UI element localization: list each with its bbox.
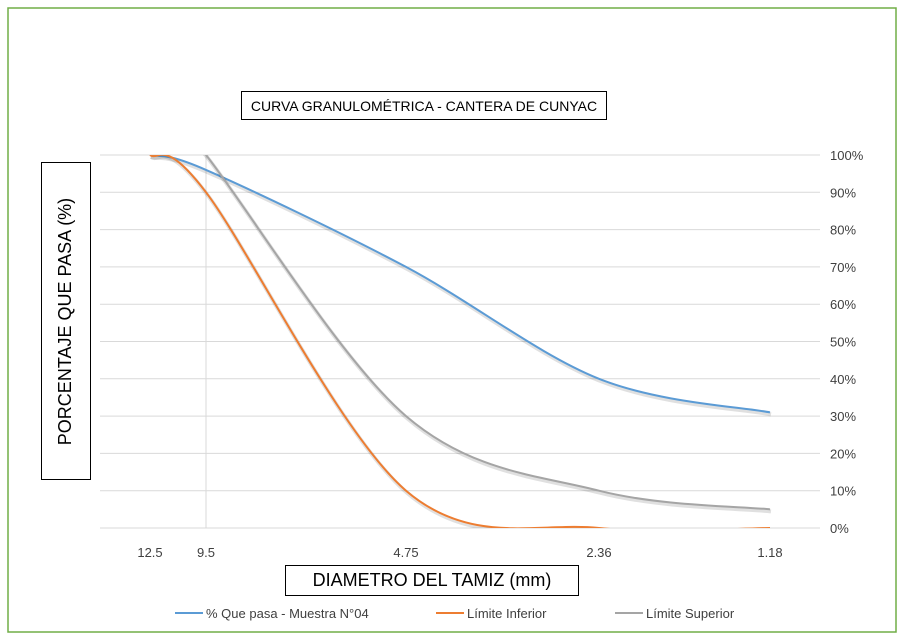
y-tick-label: 60% [830,297,856,312]
x-axis-ticks: 12.5 9.5 4.75 2.36 1.18 [137,545,782,560]
y-tick-label: 50% [830,335,856,350]
y-tick-label: 30% [830,409,856,424]
legend: % Que pasa - Muestra N°04 Límite Inferior… [175,606,735,621]
series-muestra-line [149,155,771,414]
y-tick-label: 20% [830,446,856,461]
chart-title: CURVA GRANULOMÉTRICA - CANTERA DE CUNYAC [241,91,607,120]
y-tick-label: 80% [830,223,856,238]
x-tick-label: 9.5 [197,545,215,560]
series-limite-superior-line [204,155,771,511]
grid [100,154,820,529]
x-tick-label: 12.5 [137,545,162,560]
y-tick-label: 10% [830,484,856,499]
x-axis-label: DIAMETRO DEL TAMIZ (mm) [285,565,579,596]
y-tick-label: 70% [830,260,856,275]
y-axis-label-text: PORCENTAJE QUE PASA (%) [55,197,76,445]
plot-area [149,155,772,528]
legend-label: % Que pasa - Muestra N°04 [206,606,369,621]
x-tick-label: 2.36 [586,545,611,560]
y-tick-label: 100% [830,148,864,163]
y-tick-label: 40% [830,372,856,387]
legend-label: Límite Superior [646,606,735,621]
series-muestra-line-shadow [150,155,772,417]
y-axis-label: PORCENTAJE QUE PASA (%) [41,162,91,480]
legend-label: Límite Inferior [467,606,547,621]
y-axis-ticks: 0% 10% 20% 30% 40% 50% 60% 70% 80% 90% 100% [830,148,864,536]
series-limite-inferior-line [149,155,770,528]
y-tick-label: 90% [830,185,856,200]
x-tick-label: 1.18 [757,545,782,560]
x-tick-label: 4.75 [393,545,418,560]
y-tick-label: 0% [830,521,849,536]
